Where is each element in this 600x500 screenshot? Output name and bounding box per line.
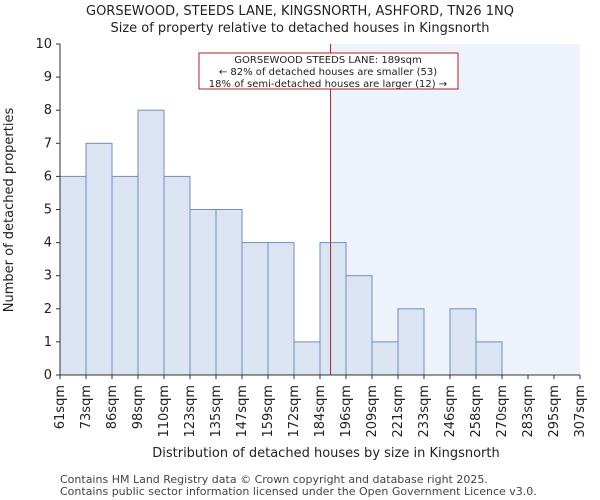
bar-73sqm [85, 142, 113, 376]
bar-221sqm [397, 308, 425, 376]
x-tick-label: 73sqm [79, 385, 94, 429]
x-tick-label: 246sqm [443, 385, 458, 438]
y-tick-labels: 0 1 2 3 4 5 6 7 8 9 10 [35, 37, 52, 383]
x-tick-label: 147sqm [235, 385, 250, 438]
annotation-box [198, 52, 459, 90]
footer-line-1: Contains HM Land Registry data © Crown c… [60, 473, 488, 486]
x-tick-label: 98sqm [131, 385, 146, 429]
bar-123sqm [189, 209, 217, 376]
y-tick-label: 9 [44, 70, 52, 85]
bars-group [59, 109, 503, 376]
x-tick-label: 283sqm [521, 385, 536, 438]
x-tick-label: 172sqm [287, 385, 302, 438]
x-tick-label: 61sqm [53, 385, 68, 429]
y-tick-label: 1 [44, 335, 52, 350]
y-axis-title: Number of detached properties [2, 108, 17, 313]
bar-135sqm [215, 209, 243, 376]
x-tick-label: 123sqm [183, 385, 198, 438]
x-tick-label: 86sqm [105, 385, 120, 429]
y-tick-label: 0 [44, 368, 52, 383]
y-tick-label: 8 [44, 103, 52, 118]
y-tick-label: 4 [44, 236, 52, 251]
x-tick-labels: 61sqm 73sqm 86sqm 98sqm 110sqm 123sqm 135sqm 14… [53, 385, 588, 438]
annotation-line-2: ← 82% of detached houses are smaller (53… [219, 67, 437, 78]
y-tick-label: 7 [44, 136, 52, 151]
x-tick-label: 295sqm [547, 385, 562, 438]
x-tick-label: 196sqm [339, 385, 354, 438]
bar-196sqm [345, 275, 373, 376]
axes-group [56, 43, 581, 379]
bar-184sqm [319, 242, 347, 376]
x-tick-label: 135sqm [209, 385, 224, 438]
bar-172sqm [293, 341, 321, 376]
x-tick-label: 209sqm [365, 385, 380, 438]
y-tick-label: 3 [44, 269, 52, 284]
bar-98sqm [137, 109, 165, 376]
bar-61sqm [59, 175, 87, 376]
x-tick-label: 159sqm [261, 385, 276, 438]
footer-line-2: Contains public sector information licen… [60, 485, 537, 498]
x-tick-label: 270sqm [495, 385, 510, 438]
annotation-line-3: 18% of semi-detached houses are larger (… [209, 79, 447, 90]
annotation-line-1: GORSEWOOD STEEDS LANE: 189sqm [234, 55, 421, 66]
y-tick-label: 10 [35, 37, 52, 52]
bar-159sqm [267, 242, 295, 376]
x-tick-label: 184sqm [313, 385, 328, 438]
bar-246sqm [449, 308, 477, 376]
x-axis-title: Distribution of detached houses by size … [152, 446, 500, 461]
chart-subtitle: Size of property relative to detached ho… [110, 21, 489, 36]
bar-258sqm [475, 341, 503, 376]
bar-209sqm [371, 341, 399, 376]
x-tick-label: 110sqm [157, 385, 172, 438]
y-tick-label: 5 [44, 203, 52, 218]
x-tick-label: 307sqm [573, 385, 588, 438]
y-tick-label: 6 [44, 169, 52, 184]
chart-title: GORSEWOOD, STEEDS LANE, KINGSNORTH, ASHF… [86, 4, 514, 19]
marker-annotation: GORSEWOOD STEEDS LANE: 189sqm ← 82% of d… [198, 52, 459, 90]
bar-110sqm [163, 175, 191, 376]
x-tick-label: 221sqm [391, 385, 406, 438]
bar-147sqm [241, 242, 269, 376]
x-tick-label: 258sqm [469, 385, 484, 438]
bar-86sqm [111, 175, 139, 376]
x-tick-label: 233sqm [417, 385, 432, 438]
y-tick-label: 2 [44, 302, 52, 317]
